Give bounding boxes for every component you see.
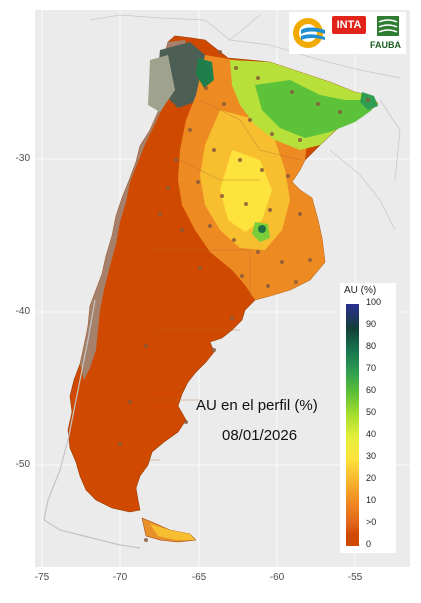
- fauba-label: FAUBA: [370, 40, 401, 50]
- x-tick-label: -70: [112, 572, 128, 583]
- legend-label: 70: [366, 363, 377, 373]
- legend-label: 0: [366, 539, 372, 549]
- legend-label: 40: [366, 429, 377, 439]
- zone-dark-spot: [258, 225, 266, 233]
- neighbour-borders: [89, 14, 401, 231]
- legend-title: AU (%): [344, 285, 377, 296]
- zone-lightyellow: [220, 150, 272, 232]
- chile-coast: [43, 299, 141, 549]
- inta-logo-icon: INTA: [332, 16, 366, 34]
- legend-label: 30: [366, 451, 377, 461]
- zone-darkgreen-w: [196, 58, 214, 88]
- color-legend: AU (%) 100 90 80 70 60 50 40 30 20 10 >0…: [340, 283, 396, 553]
- province-borders: [140, 99, 301, 461]
- map-date: 08/01/2026: [222, 427, 298, 444]
- y-tick-label: -50: [15, 459, 30, 470]
- fauba-logo-icon: [377, 16, 399, 36]
- y-tick-label: -30: [15, 153, 30, 164]
- legend-label: 90: [366, 319, 377, 329]
- legend-label: 10: [366, 495, 377, 505]
- legend-label: 100: [366, 297, 382, 307]
- y-tick-label: -40: [15, 306, 30, 317]
- logo-strip: INTA FAUBA: [289, 12, 406, 54]
- zone-green: [255, 80, 372, 138]
- legend-label: 20: [366, 473, 377, 483]
- x-tick-label: -55: [347, 572, 363, 583]
- legend-label: 80: [366, 341, 377, 351]
- legend-label: 60: [366, 385, 377, 395]
- x-tick-label: -60: [269, 572, 285, 583]
- map-title: AU en el perfil (%): [196, 397, 318, 414]
- station-dots: [118, 50, 370, 542]
- legend-label: >0: [366, 517, 377, 527]
- ore-logo-icon: [293, 18, 325, 48]
- x-tick-label: -75: [34, 572, 50, 583]
- x-tick-label: -65: [191, 572, 207, 583]
- legend-label: 50: [366, 407, 377, 417]
- legend-color-bar: [346, 304, 359, 546]
- puna-grey: [148, 55, 175, 112]
- zone-south-yellow: [150, 524, 195, 540]
